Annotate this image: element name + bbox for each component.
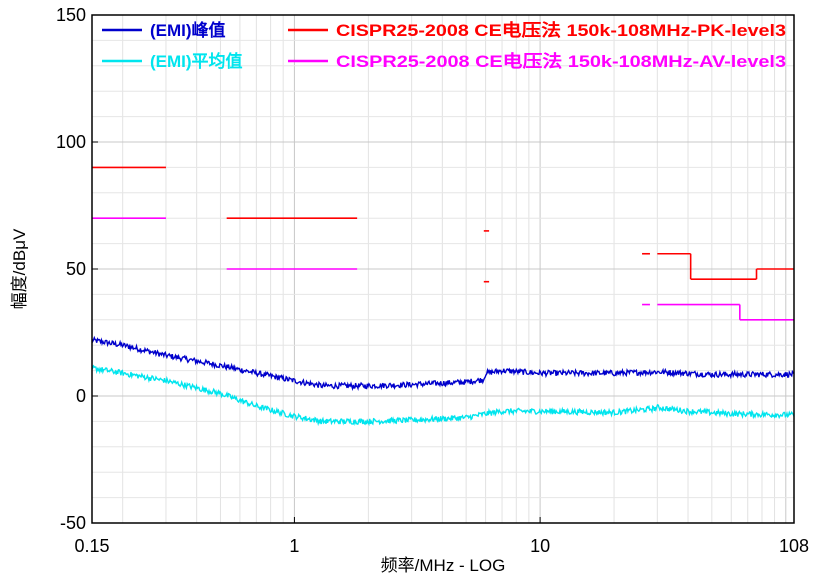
emi_peak-legend-label: (EMI)峰值	[150, 20, 226, 40]
y-tick-label: 0	[76, 386, 86, 406]
y-tick-label: 150	[56, 5, 86, 25]
legend: (EMI)峰值 CISPR25-2008 CE电压法 150k-108MHz-PK…	[102, 20, 786, 71]
emi_peak-line	[91, 335, 795, 392]
limit-lines	[92, 166, 794, 321]
data-series	[91, 335, 795, 427]
emi_avg-line	[91, 364, 795, 427]
axis-ticks: 0.15 1 10 108 150 100 50 0 -50	[56, 5, 809, 556]
y-axis-label: 幅度/dBμV	[10, 228, 29, 309]
x-tick-label: 1	[289, 536, 299, 556]
grid	[92, 15, 794, 523]
y-tick-label: 100	[56, 132, 86, 152]
x-tick-label: 10	[530, 536, 550, 556]
limit_av-legend-label: CISPR25-2008 CE电压法 150k-108MHz-AV-level3	[336, 51, 786, 71]
x-axis-label: 频率/MHz - LOG	[381, 556, 506, 575]
y-tick-label: 50	[66, 259, 86, 279]
y-tick-label: -50	[60, 513, 86, 533]
x-tick-label: 108	[779, 536, 809, 556]
x-tick-label: 0.15	[74, 536, 109, 556]
emi_avg-legend-label: (EMI)平均值	[150, 51, 243, 71]
limit_pk-legend-label: CISPR25-2008 CE电压法 150k-108MHz-PK-level3	[336, 20, 786, 40]
